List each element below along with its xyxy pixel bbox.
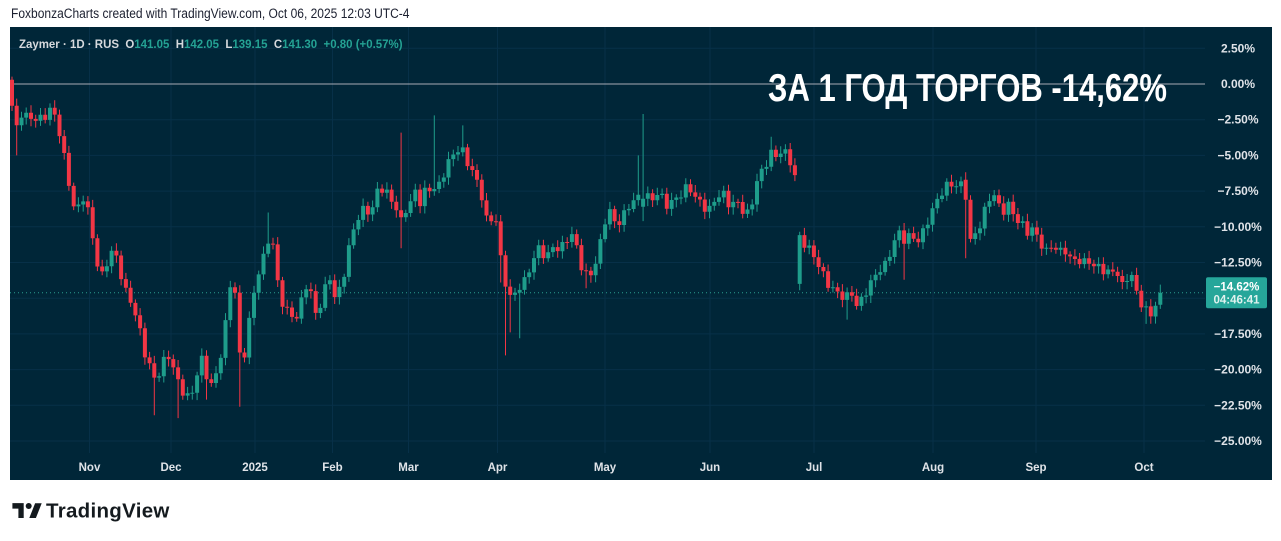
svg-text:Jun: Jun [700,462,720,474]
svg-text:May: May [594,462,617,474]
svg-text:−25.00%: −25.00% [1214,434,1262,448]
svg-text:TradingView: TradingView [46,500,170,523]
svg-text:Feb: Feb [322,462,342,474]
svg-text:2025: 2025 [242,462,268,474]
svg-text:Mar: Mar [398,462,419,474]
svg-text:Nov: Nov [79,462,101,474]
svg-text:Aug: Aug [922,462,944,474]
svg-text:04:46:41: 04:46:41 [1213,294,1260,306]
svg-text:−7.50%: −7.50% [1217,184,1258,198]
svg-text:−12.50%: −12.50% [1214,256,1262,270]
svg-text:Sep: Sep [1025,462,1046,474]
svg-text:−10.00%: −10.00% [1214,220,1262,234]
svg-text:0.00%: 0.00% [1221,77,1255,91]
svg-text:Jul: Jul [806,462,823,474]
svg-text:−17.50%: −17.50% [1214,327,1262,341]
svg-text:−5.00%: −5.00% [1217,148,1258,162]
svg-text:−22.50%: −22.50% [1214,398,1262,412]
svg-text:ЗА 1 ГОД ТОРГОВ -14,62%: ЗА 1 ГОД ТОРГОВ -14,62% [768,67,1167,110]
svg-text:Dec: Dec [160,462,182,474]
svg-text:Apr: Apr [488,462,508,474]
svg-text:Oct: Oct [1134,462,1153,474]
svg-text:−20.00%: −20.00% [1214,363,1262,377]
svg-text:−2.50%: −2.50% [1217,113,1258,127]
svg-text:2.50%: 2.50% [1221,41,1255,55]
svg-text:−14.62%: −14.62% [1214,281,1260,293]
